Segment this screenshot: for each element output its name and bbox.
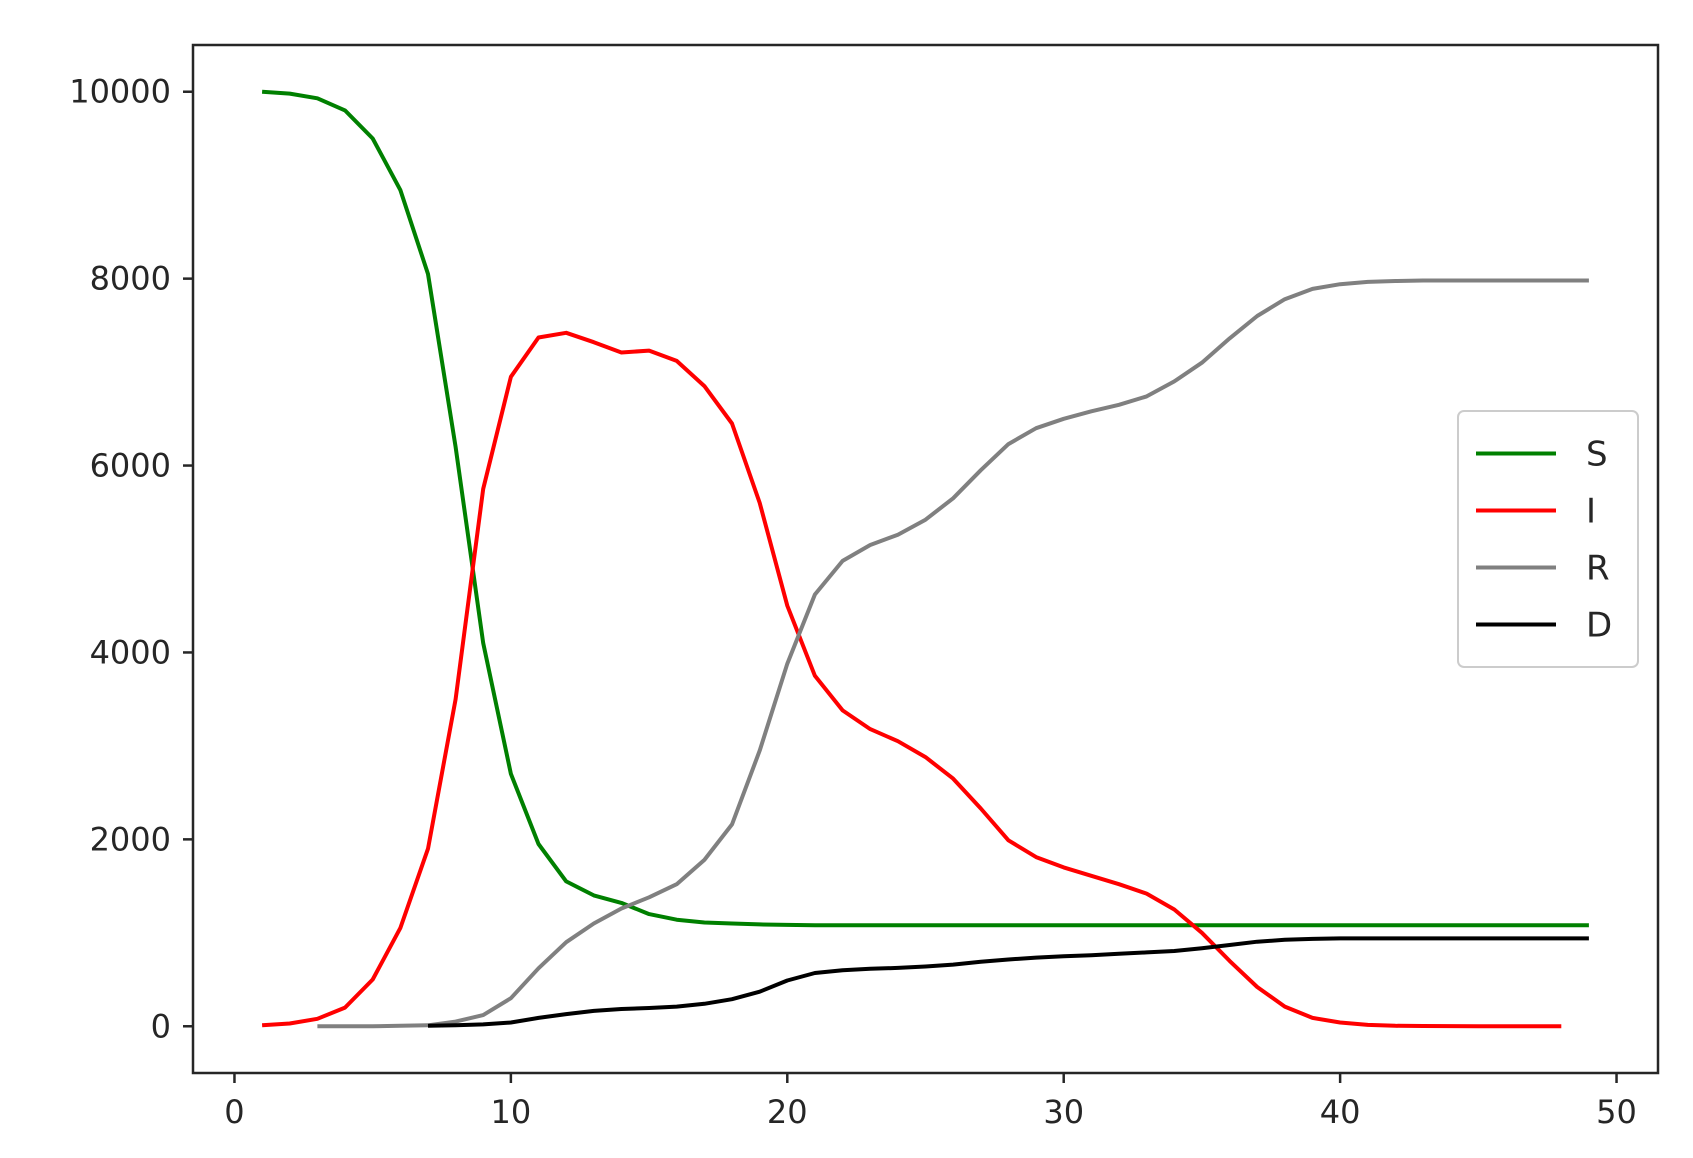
legend-label-s: S <box>1586 435 1608 475</box>
series-line-r <box>317 278 1589 1029</box>
x-tick-label: 10 <box>491 1093 532 1131</box>
series-layer <box>261 89 1589 1029</box>
y-axis: 0 2000 4000 6000 8000 10000 <box>69 73 193 1045</box>
x-tick-label: 50 <box>1596 1093 1637 1131</box>
series-line-d <box>427 936 1589 1028</box>
plot-frame <box>191 43 1660 1075</box>
x-tick-label: 20 <box>767 1093 808 1131</box>
y-tick-label: 0 <box>151 1007 171 1045</box>
legend-label-r: R <box>1586 549 1610 589</box>
x-tick-label: 30 <box>1043 1093 1084 1131</box>
plot-area <box>193 45 1658 1073</box>
legend-box <box>1457 410 1639 668</box>
series-line-i <box>261 330 1562 1029</box>
y-tick-label: 4000 <box>90 633 171 671</box>
y-tick-label: 10000 <box>69 73 171 111</box>
series-line-s <box>261 89 1589 928</box>
legend-label-d: D <box>1586 606 1612 646</box>
x-axis: 0 10 20 30 40 50 <box>224 1073 1637 1131</box>
x-tick-label: 0 <box>224 1093 244 1131</box>
y-tick-label: 8000 <box>90 260 171 298</box>
y-tick-label: 6000 <box>90 447 171 485</box>
y-tick-label: 2000 <box>90 820 171 858</box>
x-tick-label: 40 <box>1320 1093 1361 1131</box>
legend-label-i: I <box>1586 492 1596 532</box>
